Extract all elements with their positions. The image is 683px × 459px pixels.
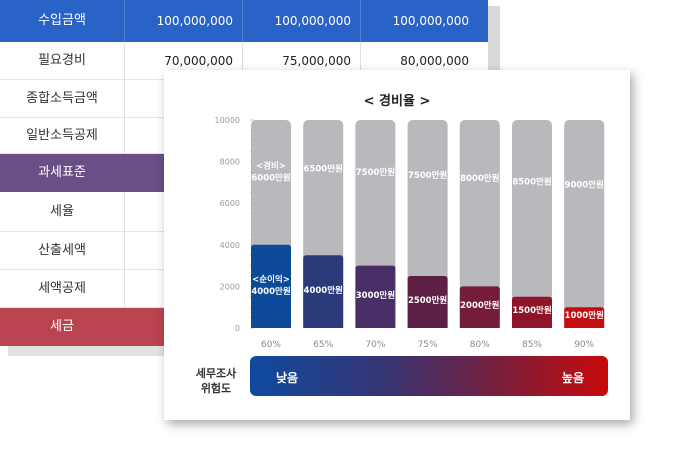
expense-ratio-chart-panel: < 경비율 > 10000 8000 6000 4000 2000 0 6000만원 4000… — [164, 70, 630, 420]
table-cell — [124, 118, 242, 153]
x-tick-label: 70% — [365, 340, 385, 350]
profit-bar — [459, 286, 500, 328]
y-tick-label: 0 — [235, 324, 240, 333]
x-tick-label: 90% — [574, 340, 594, 350]
x-tick-label: 75% — [418, 340, 438, 350]
x-tick-label: 60% — [261, 340, 281, 350]
expense-tag-label: <경비> — [256, 160, 286, 171]
chart-title: < 경비율 > — [363, 94, 431, 109]
profit-bar — [303, 255, 344, 328]
expense-value-label: 9000만원 — [565, 180, 604, 191]
expense-bar — [459, 120, 500, 328]
y-tick-label: 6000 — [220, 199, 240, 208]
risk-high-label: 높음 — [561, 371, 584, 385]
table-row-label: 과세표준 — [38, 165, 86, 180]
profit-bar — [251, 244, 291, 328]
table-row-label: 세금 — [50, 319, 74, 334]
expense-bar — [512, 120, 552, 328]
x-tick-label: 85% — [522, 340, 542, 350]
table-cell — [124, 192, 242, 231]
table-header-cell: 100,000,000 — [242, 0, 360, 42]
table-cell: 70,000,000 — [124, 42, 242, 79]
profit-value-label: 4000만원 — [251, 286, 290, 297]
profit-value-label: 2000만원 — [460, 300, 499, 311]
expense-value-label: 6500만원 — [304, 164, 343, 175]
table-header-label: 수입금액 — [38, 13, 86, 28]
profit-value-label: 2500만원 — [408, 295, 447, 306]
profit-value-label: 1500만원 — [512, 305, 551, 316]
y-tick-label: 8000 — [220, 158, 240, 167]
table-header-cell: 100,000,000 — [360, 0, 478, 42]
y-tick-label: 4000 — [220, 241, 240, 250]
bar-chart: 10000 8000 6000 4000 2000 0 6000만원 4000만원 60% <경비… — [215, 116, 605, 350]
table-header-row: 수입금액 100,000,000 100,000,000 100,000,000 — [0, 0, 488, 42]
table-row-label: 산출세액 — [38, 243, 86, 258]
table-row-label: 일반소득공제 — [26, 128, 98, 143]
profit-bar — [512, 296, 552, 328]
risk-low-label: 낮음 — [276, 371, 299, 385]
expense-value-label: 7500만원 — [408, 170, 447, 181]
x-tick-label: 80% — [470, 340, 490, 350]
table-cell — [124, 80, 242, 117]
risk-label: 세무조사 위험도 — [194, 366, 238, 396]
table-row-label: 종합소득금액 — [26, 91, 98, 106]
profit-value-label: 3000만원 — [356, 290, 395, 301]
profit-value-label: 4000만원 — [304, 285, 343, 296]
expense-value-label: 8500만원 — [512, 176, 551, 187]
x-tick-label: 65% — [313, 340, 333, 350]
profit-tag-label: <순이익> — [252, 274, 290, 285]
expense-bar — [564, 120, 605, 328]
y-tick-label: 10000 — [215, 116, 240, 125]
expense-value-label: 8000만원 — [460, 173, 499, 184]
table-row-label: 세율 — [50, 204, 74, 219]
expense-value-label: 6000만원 — [251, 172, 290, 183]
table-cell — [124, 270, 242, 307]
expense-value-label: 7500만원 — [356, 167, 395, 178]
table-row-label: 세액공제 — [38, 281, 86, 296]
profit-bar — [564, 307, 605, 328]
table-row-label: 필요경비 — [38, 53, 86, 68]
table-cell — [124, 232, 242, 269]
y-tick-label: 2000 — [220, 282, 240, 291]
profit-value-label: 1000만원 — [565, 310, 604, 321]
table-header-cell: 100,000,000 — [124, 0, 242, 42]
risk-gradient-bar: 낮음 높음 — [250, 356, 608, 396]
table-cell: 80,000,000 — [360, 42, 478, 79]
table-cell: 75,000,000 — [242, 42, 360, 79]
risk-label-line2: 위험도 — [200, 382, 232, 395]
profit-bar — [407, 276, 448, 328]
risk-label-line1: 세무조사 — [195, 367, 237, 380]
profit-bar — [355, 265, 396, 328]
